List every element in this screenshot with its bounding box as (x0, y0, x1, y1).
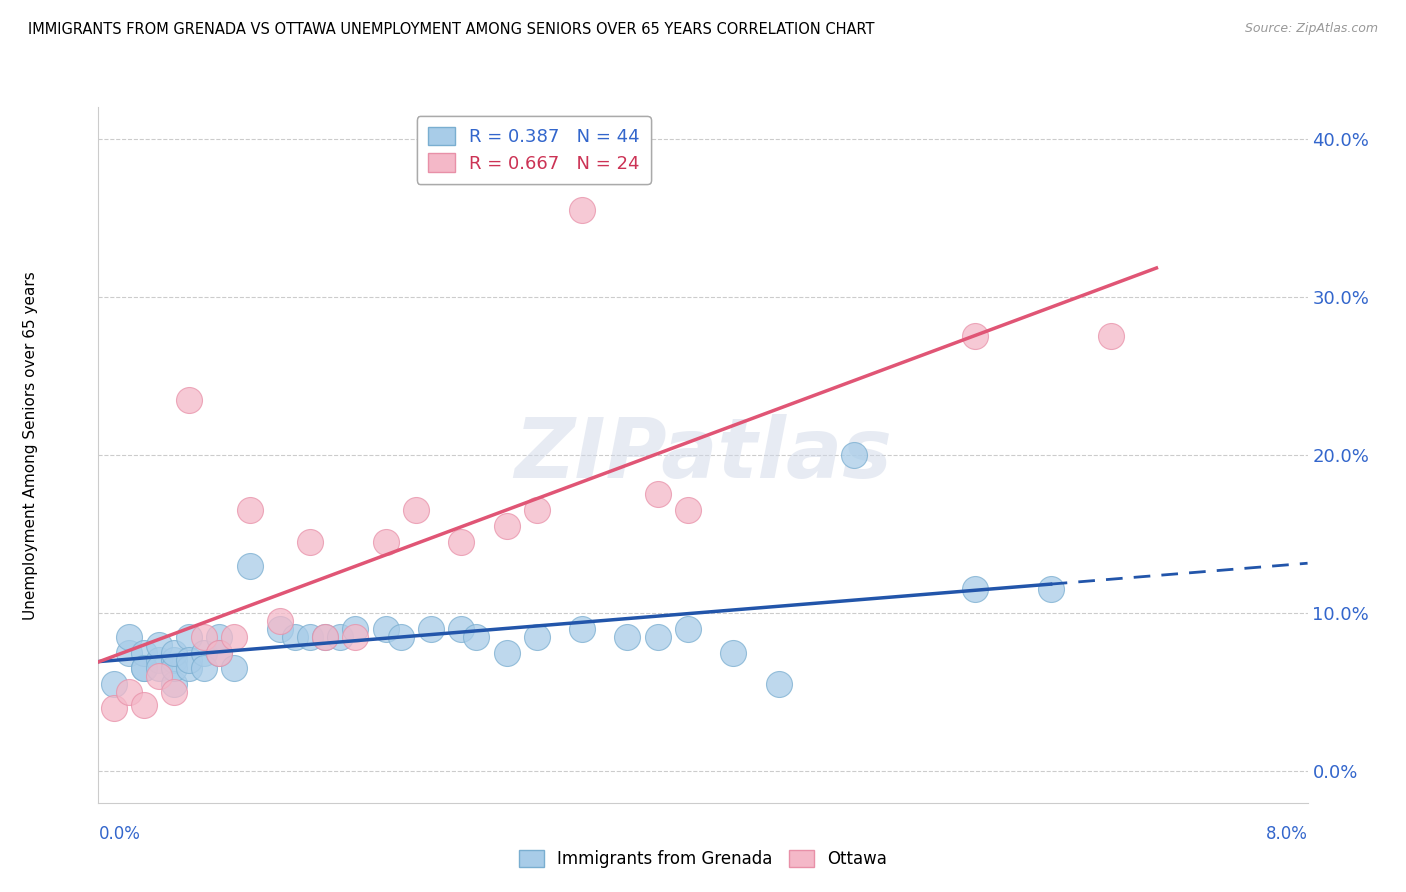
Point (571, 622, 593, 636)
Point (163, 661, 186, 675)
Point (132, 646, 155, 660)
Point (344, 630, 367, 644)
Point (179, 392, 201, 407)
Point (616, 630, 638, 644)
Point (193, 630, 215, 644)
Point (118, 646, 141, 660)
Point (389, 630, 412, 644)
Text: Source: ZipAtlas.com: Source: ZipAtlas.com (1244, 22, 1378, 36)
Point (224, 630, 246, 644)
Point (676, 503, 699, 517)
Legend: R = 0.387   N = 44, R = 0.667   N = 24: R = 0.387 N = 44, R = 0.667 N = 24 (416, 116, 651, 184)
Text: Unemployment Among Seniors over 65 years: Unemployment Among Seniors over 65 years (24, 272, 38, 620)
Point (179, 653, 201, 667)
Point (163, 653, 186, 667)
Point (450, 622, 472, 636)
Point (405, 503, 427, 517)
Point (465, 630, 488, 644)
Point (768, 677, 790, 691)
Point (1099, 329, 1122, 343)
Point (239, 558, 262, 573)
Point (374, 534, 396, 549)
Point (450, 534, 472, 549)
Point (148, 638, 170, 652)
Point (495, 519, 517, 533)
Legend: Immigrants from Grenada, Ottawa: Immigrants from Grenada, Ottawa (512, 843, 894, 875)
Text: ZIPatlas: ZIPatlas (515, 415, 891, 495)
Point (269, 622, 291, 636)
Point (647, 630, 669, 644)
Point (314, 630, 336, 644)
Point (148, 653, 170, 667)
Point (103, 701, 125, 715)
Point (103, 677, 125, 691)
Point (284, 630, 307, 644)
Point (723, 646, 745, 660)
Point (571, 202, 593, 217)
Point (163, 685, 186, 699)
Point (132, 661, 155, 675)
Text: IMMIGRANTS FROM GRENADA VS OTTAWA UNEMPLOYMENT AMONG SENIORS OVER 65 YEARS CORRE: IMMIGRANTS FROM GRENADA VS OTTAWA UNEMPL… (28, 22, 875, 37)
Point (374, 622, 396, 636)
Point (676, 622, 699, 636)
Point (148, 669, 170, 683)
Text: 0.0%: 0.0% (98, 825, 141, 843)
Point (163, 646, 186, 660)
Point (299, 534, 322, 549)
Point (965, 582, 987, 597)
Point (179, 661, 201, 675)
Point (269, 614, 291, 628)
Point (193, 661, 215, 675)
Point (193, 646, 215, 660)
Point (208, 646, 231, 660)
Point (132, 661, 155, 675)
Point (224, 661, 246, 675)
Point (419, 622, 441, 636)
Point (844, 448, 866, 462)
Point (314, 630, 336, 644)
Point (118, 685, 141, 699)
Point (1039, 582, 1062, 597)
Point (495, 646, 517, 660)
Point (132, 698, 155, 712)
Point (208, 646, 231, 660)
Point (148, 661, 170, 675)
Point (163, 677, 186, 691)
Point (179, 630, 201, 644)
Point (329, 630, 352, 644)
Point (647, 487, 669, 501)
Text: 8.0%: 8.0% (1265, 825, 1308, 843)
Point (526, 503, 548, 517)
Point (118, 630, 141, 644)
Point (299, 630, 322, 644)
Point (208, 630, 231, 644)
Point (526, 630, 548, 644)
Point (344, 622, 367, 636)
Point (965, 329, 987, 343)
Point (239, 503, 262, 517)
